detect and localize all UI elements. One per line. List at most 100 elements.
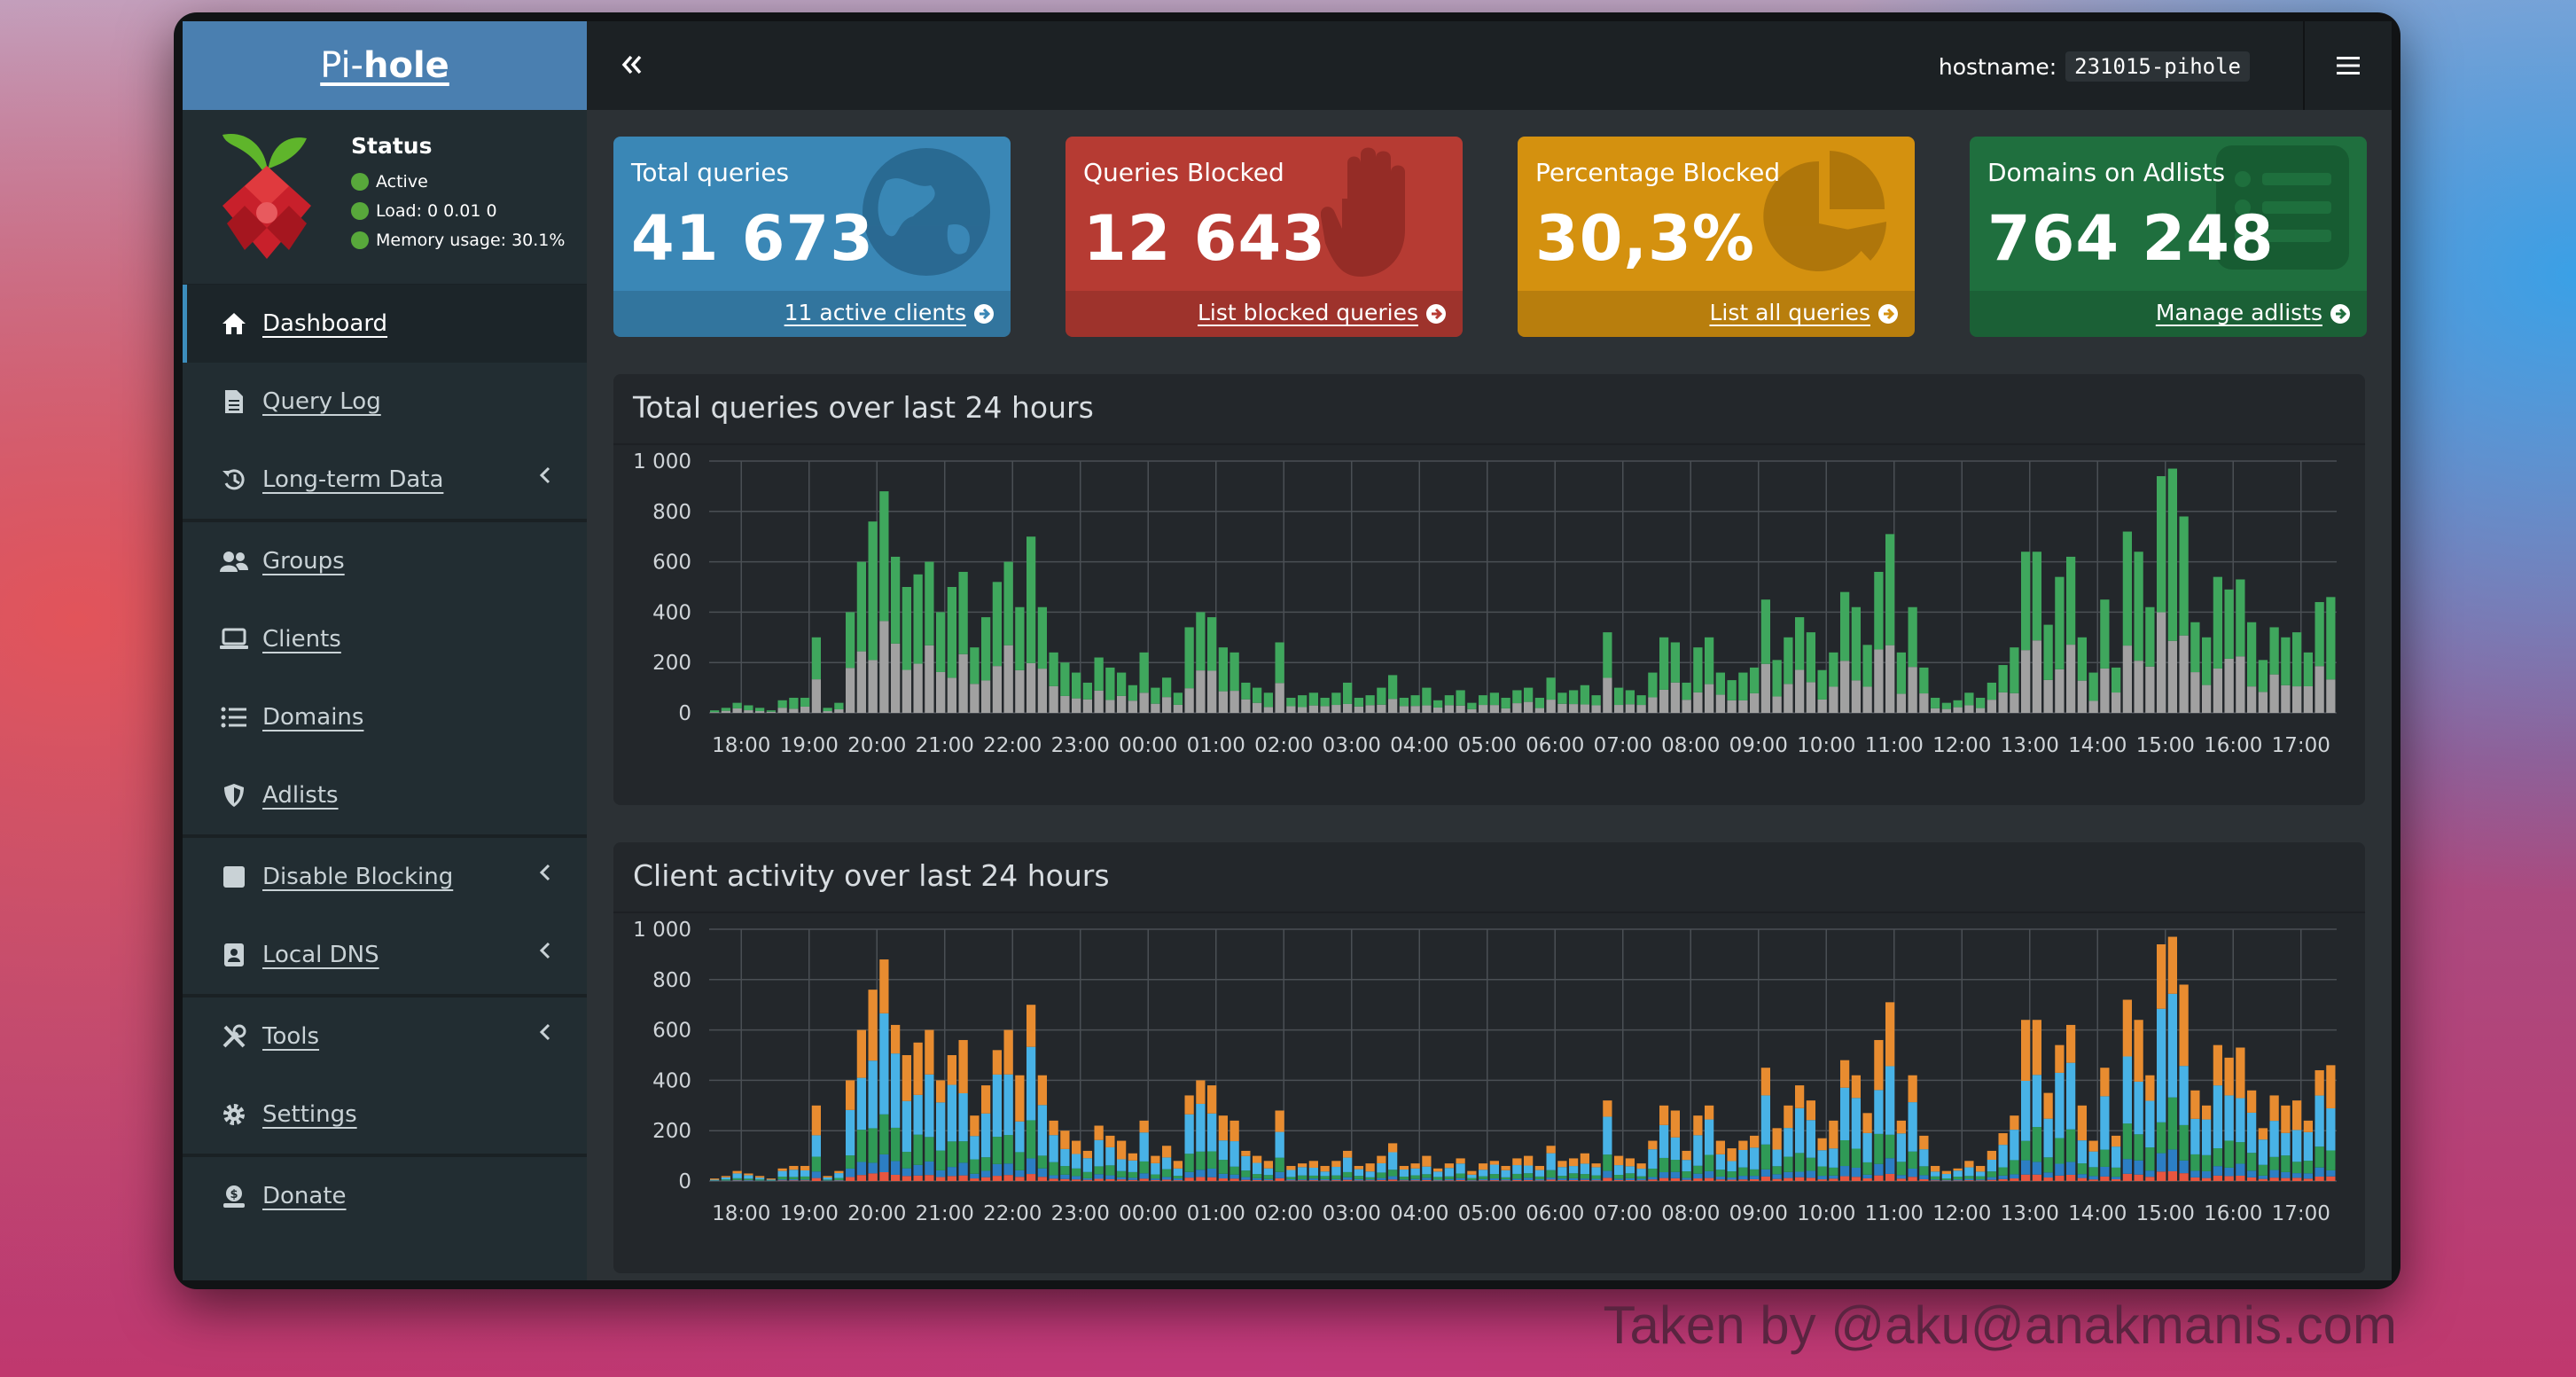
bar-segment xyxy=(2066,1162,2076,1175)
bar-segment xyxy=(947,1167,956,1177)
sidebar-item-label: Local DNS xyxy=(262,942,379,968)
sidebar-item-donate[interactable]: $ Donate xyxy=(183,1157,587,1235)
users-icon xyxy=(218,551,250,572)
bar-segment xyxy=(1263,1178,1273,1181)
bar-segment xyxy=(1253,1162,1262,1175)
bar-segment xyxy=(823,708,832,712)
bar-segment xyxy=(1037,669,1047,713)
bar-segment xyxy=(1365,705,1375,713)
x-tick-label: 09:00 xyxy=(1729,1202,1788,1225)
bar-segment xyxy=(868,1173,878,1181)
stat-label: Total queries xyxy=(631,158,790,187)
bar-segment xyxy=(1354,1178,1363,1181)
menu-button[interactable] xyxy=(2303,21,2392,110)
bar-segment xyxy=(868,1128,878,1163)
bar-segment xyxy=(2021,1160,2031,1175)
bar-segment xyxy=(856,651,866,713)
bar-segment xyxy=(1715,1179,1725,1181)
sidebar-item-dashboard[interactable]: Dashboard xyxy=(183,285,587,363)
bar-segment xyxy=(992,1137,1002,1164)
stat-value: 12 643 xyxy=(1083,202,1326,275)
bar-segment xyxy=(755,711,765,713)
bar-segment xyxy=(1026,1174,1036,1181)
sidebar-item-domains[interactable]: Domains xyxy=(183,678,587,756)
status-load: Load: 0 0.01 0 xyxy=(351,201,497,221)
sidebar-item-local-dns[interactable]: Local DNS xyxy=(183,916,587,994)
bar-segment xyxy=(2224,1176,2234,1181)
sidebar-item-tools[interactable]: Tools xyxy=(183,998,587,1076)
bar-segment xyxy=(1003,1163,1013,1176)
stat-link-text[interactable]: List all queries xyxy=(1709,300,1870,325)
bar-segment xyxy=(1117,1159,1127,1171)
bar-segment xyxy=(2055,576,2065,669)
bar-segment xyxy=(1139,1161,1149,1174)
sidebar-collapse-icon[interactable] xyxy=(621,53,644,76)
stat-footer-link[interactable]: List blocked queries xyxy=(1066,291,1463,337)
bar-segment xyxy=(2236,1142,2245,1164)
bar-segment xyxy=(2122,1123,2132,1160)
bar-segment xyxy=(1682,1179,1691,1181)
bar-segment xyxy=(1229,1166,1239,1175)
bar-segment xyxy=(992,1176,1002,1181)
bar-segment xyxy=(1501,1180,1510,1181)
bar-segment xyxy=(1229,1174,1239,1179)
bar-segment xyxy=(2145,606,2155,667)
sidebar-item-settings[interactable]: Settings xyxy=(183,1076,587,1154)
stat-footer-link[interactable]: 11 active clients xyxy=(613,291,1011,337)
bar-segment xyxy=(811,1177,821,1181)
bar-segment xyxy=(1173,1178,1183,1181)
stat-link-text[interactable]: Manage adlists xyxy=(2155,300,2322,325)
bar-segment xyxy=(856,1162,866,1176)
bar-segment xyxy=(1795,1171,1805,1177)
bar-segment xyxy=(1851,1098,1861,1149)
sidebar-item-query-log[interactable]: Query Log xyxy=(183,363,587,441)
bar-segment xyxy=(1614,1179,1624,1181)
bar-segment xyxy=(1591,1175,1601,1179)
sidebar-item-clients[interactable]: Clients xyxy=(183,600,587,678)
bar-segment xyxy=(2202,637,2212,685)
bar-segment xyxy=(721,710,730,713)
bar-segment xyxy=(2112,1178,2121,1181)
bar-segment xyxy=(2269,1095,2279,1122)
bar-segment xyxy=(1444,695,1454,706)
bar-segment xyxy=(1117,1170,1127,1177)
bar-segment xyxy=(1263,1168,1273,1176)
bar-segment xyxy=(958,1162,968,1176)
bar-segment xyxy=(2066,556,2076,645)
bar-segment xyxy=(1162,677,1172,698)
bar-segment xyxy=(1049,1162,1058,1176)
bar-segment xyxy=(1151,1179,1160,1181)
bar-segment xyxy=(2303,652,2313,687)
bar-segment xyxy=(1931,1171,1940,1177)
sidebar-item-disable-blocking[interactable]: Disable Blocking xyxy=(183,838,587,916)
bar-segment xyxy=(1444,1176,1454,1179)
bar-segment xyxy=(1546,700,1556,713)
sidebar-item-long-term-data[interactable]: Long-term Data xyxy=(183,441,587,519)
bar-segment xyxy=(1524,1165,1534,1174)
bar-segment xyxy=(1625,1177,1635,1180)
sidebar-item-adlists[interactable]: Adlists xyxy=(183,756,587,834)
stat-footer-link[interactable]: Manage adlists xyxy=(1970,291,2367,337)
logo[interactable]: Pi-hole xyxy=(183,21,587,110)
bar-segment xyxy=(1896,1133,1906,1162)
bar-segment xyxy=(1422,1179,1432,1181)
stat-footer-link[interactable]: List all queries xyxy=(1518,291,1915,337)
stat-link-text[interactable]: 11 active clients xyxy=(784,300,966,325)
bar-segment xyxy=(1105,1178,1115,1181)
bar-segment xyxy=(1117,672,1127,696)
bar-segment xyxy=(846,1080,855,1110)
bar-segment xyxy=(992,582,1002,667)
stat-link-text[interactable]: List blocked queries xyxy=(1197,300,1418,325)
bar-segment xyxy=(2100,1096,2110,1150)
x-tick-label: 00:00 xyxy=(1119,1202,1177,1225)
bar-segment xyxy=(2258,1128,2268,1140)
bar-segment xyxy=(1173,1176,1183,1179)
bar-segment xyxy=(1218,691,1228,713)
divider xyxy=(183,994,587,998)
y-tick-label: 400 xyxy=(652,1069,691,1092)
bar-segment xyxy=(1320,706,1330,713)
bar-segment xyxy=(1874,571,1884,650)
bar-segment xyxy=(2213,1085,2222,1149)
sidebar-item-groups[interactable]: Groups xyxy=(183,522,587,600)
status-dot-icon xyxy=(351,173,369,191)
